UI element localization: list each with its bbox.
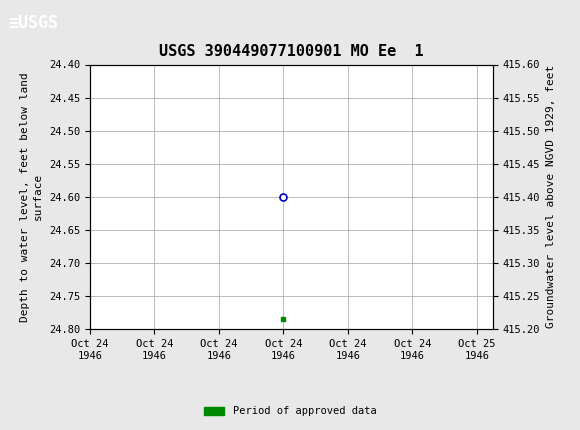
Text: ≡USGS: ≡USGS xyxy=(9,14,59,31)
Title: USGS 390449077100901 MO Ee  1: USGS 390449077100901 MO Ee 1 xyxy=(159,44,424,59)
Y-axis label: Depth to water level, feet below land
surface: Depth to water level, feet below land su… xyxy=(20,72,44,322)
Legend: Period of approved data: Period of approved data xyxy=(200,402,380,421)
Y-axis label: Groundwater level above NGVD 1929, feet: Groundwater level above NGVD 1929, feet xyxy=(546,65,556,329)
